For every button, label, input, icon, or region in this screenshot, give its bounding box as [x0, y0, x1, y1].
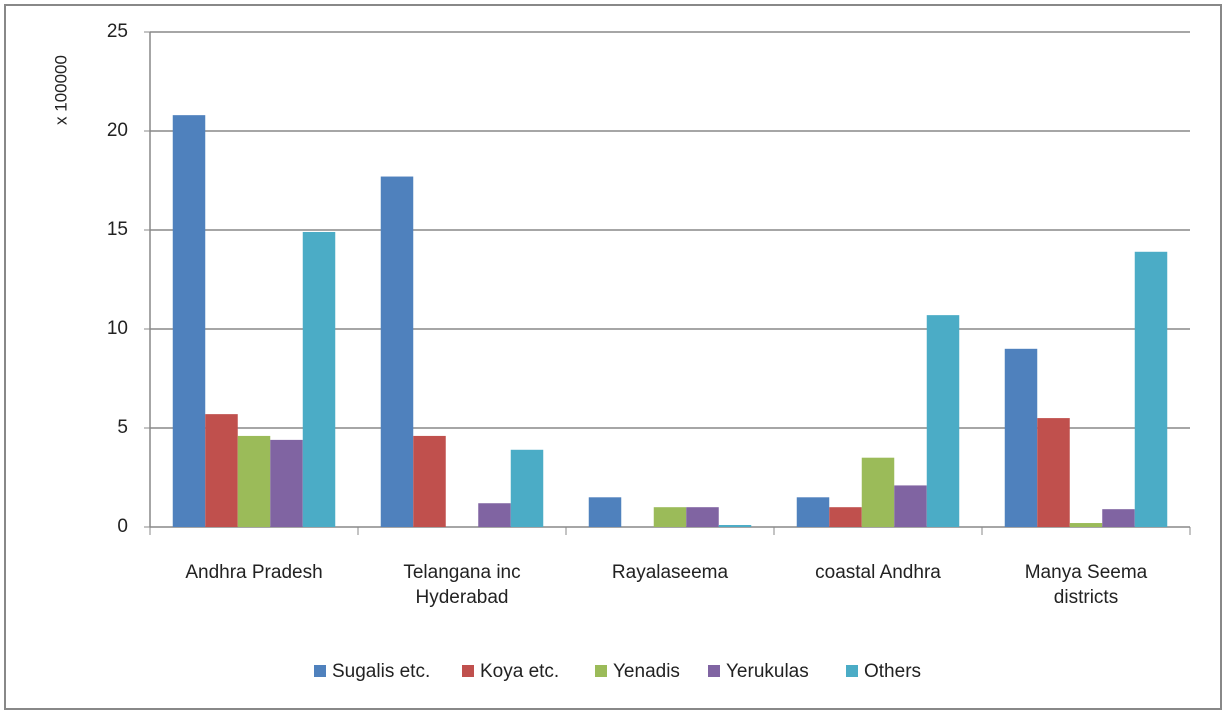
bar: [718, 525, 752, 527]
y-tick-label: 10: [107, 318, 128, 339]
bar: [302, 231, 336, 528]
y-tick-label: 5: [117, 417, 128, 438]
bar: [926, 315, 960, 527]
bar: [413, 435, 446, 527]
y-tick-label: 20: [107, 120, 128, 141]
y-axis-label: x 100000: [51, 55, 70, 125]
x-tick-label: Manya Seema districts: [1024, 562, 1148, 608]
bar: [1069, 523, 1103, 527]
x-tick-label: Andhra Pradesh: [185, 562, 323, 583]
bar: [686, 507, 719, 527]
legend-swatch: [708, 665, 720, 677]
bar: [1037, 418, 1070, 527]
bar: [205, 414, 238, 527]
bar: [270, 439, 303, 527]
bar: [478, 503, 511, 527]
legend-swatch: [595, 665, 607, 677]
y-tick-label: 25: [107, 21, 128, 42]
legend-swatch: [846, 665, 858, 677]
bar: [796, 497, 830, 527]
legend-label: Sugalis etc.: [332, 661, 430, 682]
bar: [380, 176, 414, 528]
bar: [861, 457, 895, 527]
bar: [172, 115, 206, 527]
x-tick-label: coastal Andhra: [815, 562, 941, 583]
bar: [1102, 509, 1135, 527]
bar: [894, 485, 927, 527]
bar: [1134, 251, 1168, 527]
bar: [829, 507, 862, 527]
bar: [1004, 348, 1038, 527]
legend-swatch: [314, 665, 326, 677]
x-tick-label: Telangana inc Hyderabad: [403, 562, 521, 608]
y-tick-label: 15: [107, 219, 128, 240]
legend-label: Others: [864, 661, 921, 682]
legend-label: Yerukulas: [726, 661, 809, 682]
legend-swatch: [462, 665, 474, 677]
legend-label: Yenadis: [613, 661, 680, 682]
legend-label: Koya etc.: [480, 661, 559, 682]
y-tick-label: 0: [117, 516, 128, 537]
bar: [510, 449, 544, 527]
bar: [653, 507, 687, 527]
bar: [588, 497, 622, 527]
bar: [237, 435, 271, 527]
x-tick-label: Rayalaseema: [611, 562, 729, 583]
